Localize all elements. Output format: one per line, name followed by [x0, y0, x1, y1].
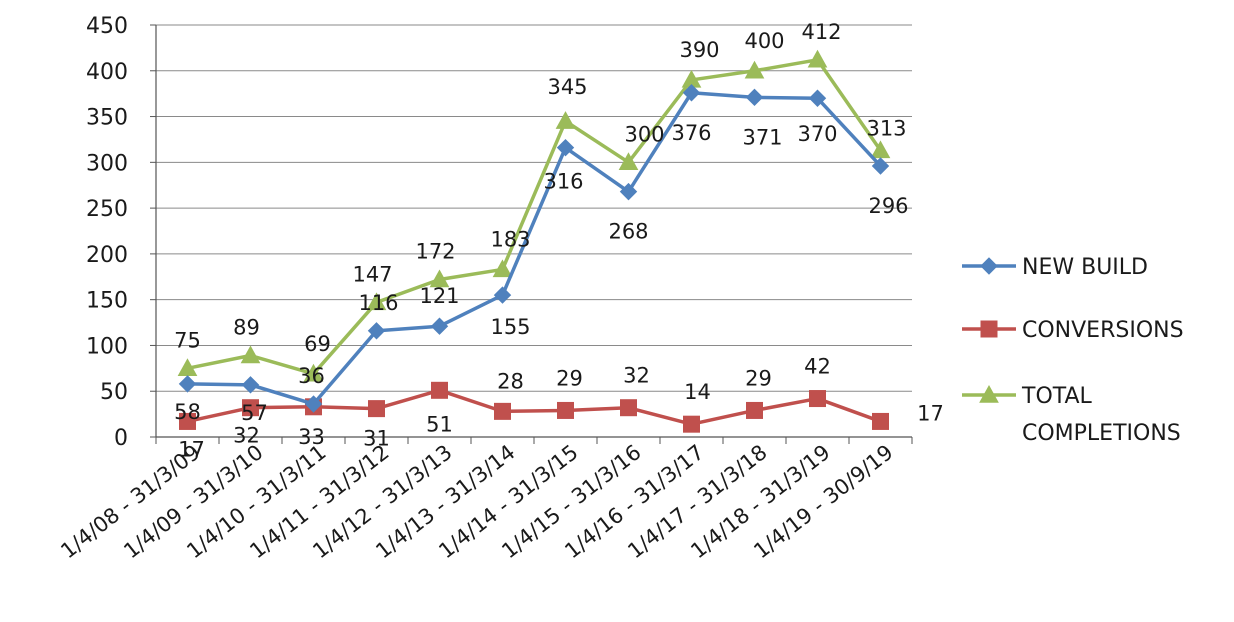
data-label-total-completions: 345	[547, 75, 587, 99]
point-new-build	[493, 286, 512, 304]
data-label-total-completions: 390	[679, 38, 719, 62]
point-total-completions	[807, 49, 828, 68]
data-label-total-completions: 400	[744, 29, 784, 53]
data-label-conversions: 42	[804, 355, 831, 379]
point-total-completions	[618, 152, 639, 171]
x-axis-tick-labels: 1/4/08 - 31/3/091/4/09 - 31/3/101/4/10 -…	[56, 440, 897, 563]
point-conversions	[557, 401, 574, 419]
point-total-completions	[492, 259, 513, 278]
point-conversions	[683, 415, 700, 433]
legend-marker-conversions	[980, 320, 998, 338]
point-total-completions	[555, 111, 576, 129]
legend-label-conversions: CONVERSIONS	[1022, 318, 1184, 343]
data-label-new-build: 376	[671, 121, 711, 145]
data-label-total-completions: 69	[304, 332, 331, 356]
y-tick-label: 300	[86, 151, 128, 176]
y-tick-label: 400	[86, 60, 128, 85]
y-tick-label: 50	[100, 380, 128, 405]
series-group	[177, 49, 891, 433]
data-label-conversions: 31	[363, 427, 390, 451]
data-label-conversions: 32	[233, 424, 260, 448]
point-conversions	[494, 402, 511, 420]
y-tick-label: 350	[86, 106, 128, 131]
point-new-build	[430, 317, 449, 335]
point-new-build	[304, 395, 323, 413]
data-label-conversions: 17	[178, 437, 205, 461]
point-total-completions	[366, 292, 387, 311]
point-conversions	[368, 400, 385, 418]
data-label-conversions: 29	[745, 366, 772, 390]
data-label-conversions: 32	[623, 364, 650, 388]
y-tick-label: 200	[86, 243, 128, 268]
data-label-new-build: 316	[543, 170, 583, 194]
data-label-new-build: 370	[797, 122, 837, 146]
legend-marker-total-completions	[979, 384, 999, 403]
series-line-new-build	[187, 91, 882, 406]
point-conversions	[179, 412, 196, 430]
data-label-total-completions: 412	[801, 20, 841, 44]
data-label-total-completions: 313	[866, 116, 906, 140]
point-conversions	[431, 381, 448, 399]
data-label-total-completions: 75	[174, 328, 201, 352]
legend: NEW BUILD CONVERSIONS TOTAL COMPLETIONS	[962, 255, 1184, 446]
data-label-new-build: 296	[868, 194, 908, 218]
data-label-conversions: 17	[917, 401, 944, 425]
y-tick-label: 250	[86, 197, 128, 222]
point-new-build	[808, 89, 827, 107]
point-new-build	[682, 84, 701, 102]
point-conversions	[242, 399, 259, 417]
data-label-total-completions: 89	[233, 316, 260, 340]
data-label-new-build: 36	[298, 364, 325, 388]
data-label-new-build: 371	[742, 125, 782, 149]
y-tick-label: 100	[86, 334, 128, 359]
point-conversions	[620, 399, 637, 417]
data-label-new-build: 268	[608, 220, 648, 244]
data-label-total-completions: 172	[415, 240, 455, 264]
data-label-new-build: 58	[174, 400, 201, 424]
y-tick-label: 450	[86, 14, 128, 39]
axes	[150, 24, 913, 444]
point-conversions	[872, 412, 889, 430]
data-label-conversions: 14	[684, 380, 711, 404]
data-label-total-completions: 183	[490, 227, 530, 251]
data-label-new-build: 121	[419, 284, 459, 308]
data-label-conversions: 29	[556, 366, 583, 390]
point-total-completions	[303, 363, 324, 382]
data-label-conversions: 51	[426, 412, 453, 436]
data-label-new-build: 57	[241, 401, 268, 425]
point-total-completions	[429, 269, 450, 288]
point-new-build	[745, 88, 764, 107]
series-line-total-completions	[187, 58, 882, 376]
point-new-build	[556, 138, 575, 157]
point-total-completions	[240, 345, 261, 364]
series-line-conversions	[187, 388, 882, 426]
data-label-new-build: 116	[358, 291, 398, 315]
y-tick-label: 0	[114, 426, 128, 451]
y-tick-label: 150	[86, 289, 128, 314]
data-label-conversions: 33	[298, 425, 325, 449]
legend-label-total-completions: TOTAL	[1021, 384, 1093, 409]
data-labels: 58 57 36 116 121 155 316 268 376 371 370 296 17 32 33 3…	[174, 20, 944, 462]
point-new-build	[367, 322, 386, 340]
point-new-build	[241, 376, 260, 394]
point-total-completions	[744, 60, 765, 79]
gridlines	[156, 24, 912, 392]
data-label-conversions: 28	[497, 369, 524, 393]
data-label-new-build: 155	[490, 315, 530, 339]
legend-label-new-build: NEW BUILD	[1022, 255, 1148, 280]
point-new-build	[178, 375, 197, 393]
data-label-total-completions: 147	[352, 262, 392, 286]
point-new-build	[871, 157, 890, 175]
point-conversions	[809, 390, 826, 408]
y-axis-tick-labels: 0 50 100 150 200 250 300 350 400 450	[86, 14, 128, 451]
point-new-build	[619, 182, 638, 201]
legend-label-total-completions: COMPLETIONS	[1022, 421, 1181, 446]
point-conversions	[746, 401, 763, 419]
data-label-total-completions: 300	[624, 122, 664, 146]
legend-marker-new-build	[980, 257, 998, 275]
